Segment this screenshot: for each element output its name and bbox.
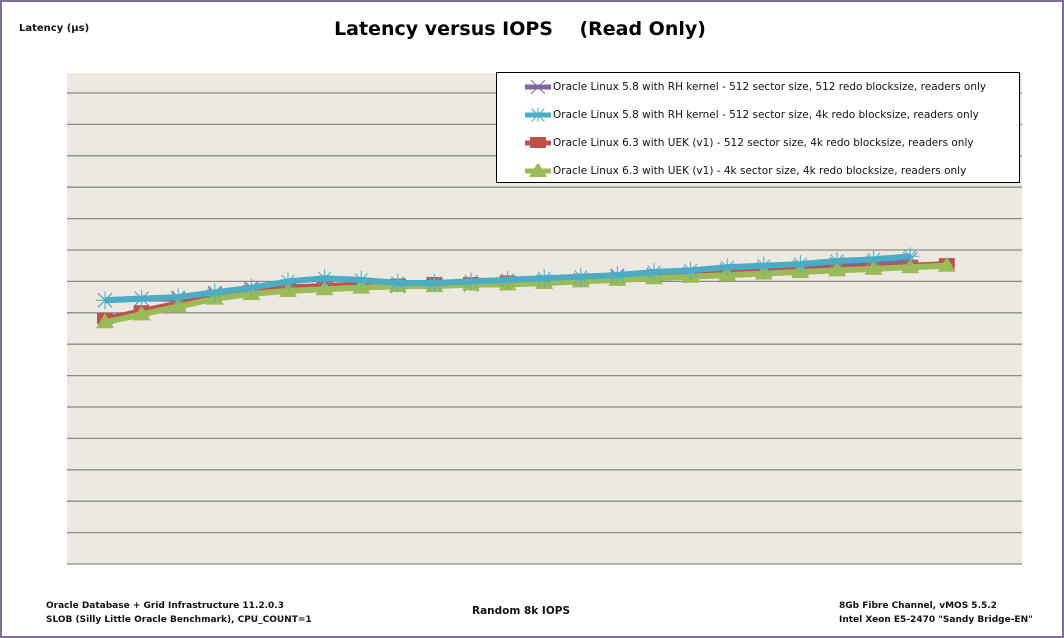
legend-item: Oracle Linux 5.8 with RH kernel - 512 se…	[523, 107, 979, 123]
legend-item: Oracle Linux 6.3 with UEK (v1) - 512 sec…	[523, 135, 974, 151]
legend-item: Oracle Linux 5.8 with RH kernel - 512 se…	[523, 79, 986, 95]
footer-right-line1: 8Gb Fibre Channel, vMOS 5.5.2	[839, 601, 997, 611]
footer-left-line2: SLOB (Silly Little Oracle Benchmark), CP…	[46, 615, 312, 625]
legend-label: Oracle Linux 6.3 with UEK (v1) - 512 sec…	[553, 137, 974, 149]
footer-right-line2: Intel Xeon E5-2470 "Sandy Bridge-EN"	[839, 615, 1033, 625]
footer-right-note: 8Gb Fibre Channel, vMOS 5.5.2 Intel Xeon…	[839, 599, 1033, 627]
legend-label: Oracle Linux 6.3 with UEK (v1) - 4k sect…	[553, 165, 967, 177]
legend-item: Oracle Linux 6.3 with UEK (v1) - 4k sect…	[523, 163, 966, 179]
legend-swatch-blue-star-icon	[523, 108, 553, 122]
legend: Oracle Linux 5.8 with RH kernel - 512 se…	[496, 72, 1020, 183]
legend-swatch-red-square-icon	[523, 136, 553, 150]
legend-swatch-purple-x-icon	[523, 80, 553, 94]
legend-label: Oracle Linux 5.8 with RH kernel - 512 se…	[553, 81, 987, 93]
footer-left-line1: Oracle Database + Grid Infrastructure 11…	[46, 601, 284, 611]
legend-swatch-green-triangle-icon	[523, 164, 553, 178]
x-axis-label: Random 8k IOPS	[472, 605, 571, 617]
series-line	[96, 247, 920, 310]
y-axis-label: Latency (µs)	[19, 23, 90, 34]
legend-label: Oracle Linux 5.8 with RH kernel - 512 se…	[553, 109, 979, 121]
chart-title: Latency versus IOPS (Read Only)	[334, 18, 706, 40]
footer-left-note: Oracle Database + Grid Infrastructure 11…	[46, 599, 312, 627]
